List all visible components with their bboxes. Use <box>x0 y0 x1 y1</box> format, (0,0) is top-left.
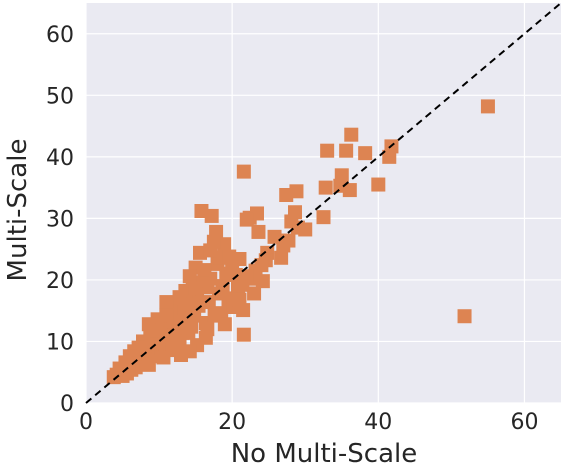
data-point <box>188 281 203 296</box>
data-point <box>182 269 197 284</box>
y-tick-label: 40 <box>46 146 74 171</box>
data-point <box>106 370 121 385</box>
data-point <box>232 292 247 307</box>
data-point <box>344 127 359 142</box>
y-axis-label: Multi-Scale <box>3 139 33 282</box>
data-point <box>267 229 282 244</box>
data-point <box>194 204 209 218</box>
data-point <box>247 286 262 301</box>
x-tick-label: 0 <box>79 410 93 435</box>
data-point <box>251 224 266 239</box>
data-point <box>141 357 156 372</box>
diagonal-reference-line <box>85 2 561 404</box>
data-point <box>203 243 218 258</box>
x-tick-label: 20 <box>218 410 246 435</box>
data-point <box>200 322 215 337</box>
data-point <box>358 146 373 161</box>
data-point <box>382 149 397 164</box>
y-tick-label: 60 <box>46 23 74 48</box>
data-point <box>274 250 289 265</box>
y-tick-label: 30 <box>46 207 74 232</box>
x-tick-label: 60 <box>510 410 538 435</box>
data-point <box>316 210 331 225</box>
data-point <box>320 143 335 158</box>
data-point <box>333 178 348 193</box>
data-point <box>239 269 254 284</box>
y-tick-label: 10 <box>46 330 74 355</box>
y-tick-label: 20 <box>46 269 74 294</box>
data-point <box>156 350 171 365</box>
y-tick-label: 0 <box>60 392 74 417</box>
x-tick-labels: 0 20 40 60 <box>79 410 538 435</box>
data-point <box>149 323 164 338</box>
data-point <box>279 188 294 202</box>
x-axis-label: No Multi-Scale <box>231 439 418 469</box>
data-point <box>457 309 472 324</box>
data-point <box>236 164 251 179</box>
y-tick-label: 50 <box>46 84 74 109</box>
data-point <box>159 308 174 323</box>
data-point <box>480 99 495 114</box>
data-point <box>371 177 386 192</box>
data-point <box>318 180 333 195</box>
data-point <box>255 274 270 289</box>
x-tick-label: 40 <box>364 410 392 435</box>
data-point <box>284 214 299 229</box>
grid-lines <box>85 3 561 404</box>
data-point <box>207 308 222 323</box>
y-tick-labels: 0 10 20 30 40 50 60 <box>46 23 74 417</box>
data-point <box>222 249 237 264</box>
data-point <box>239 212 254 227</box>
data-point <box>236 327 251 342</box>
data-points <box>106 99 495 385</box>
data-point <box>339 143 354 158</box>
data-point <box>159 295 174 310</box>
